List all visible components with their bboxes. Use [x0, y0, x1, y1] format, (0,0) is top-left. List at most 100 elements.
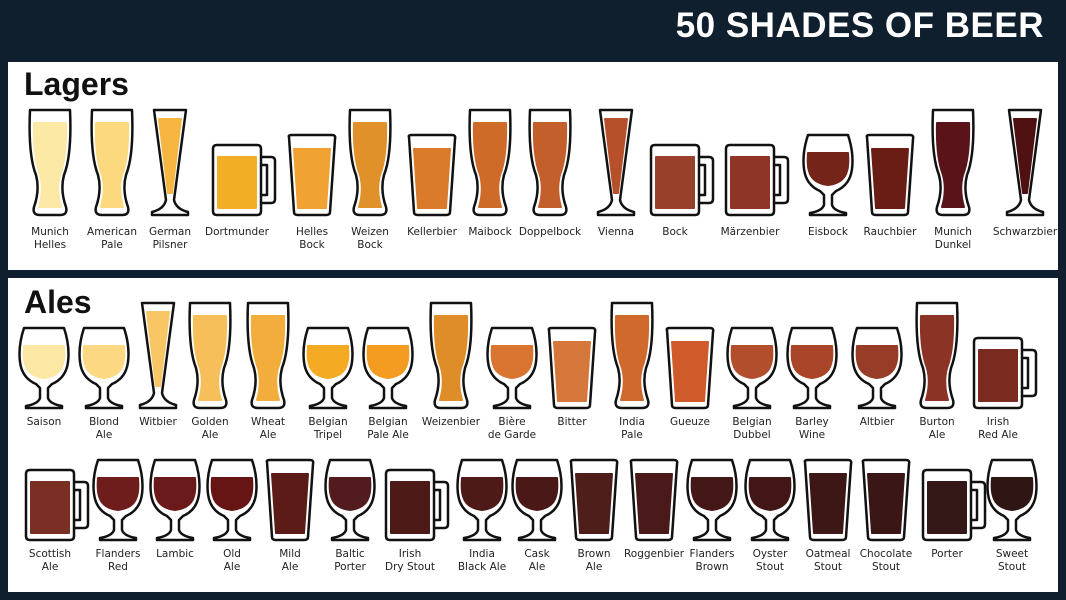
beer-style-label: Scottish Ale [28, 548, 72, 573]
beer-liquid [748, 477, 792, 511]
beer-glass-mug [972, 336, 1038, 410]
beer-liquid [22, 345, 66, 379]
beer-liquid [871, 148, 909, 209]
beer-liquid [30, 481, 70, 534]
beer-glass-pilsner [150, 108, 190, 217]
beer-glass-shaker [665, 326, 715, 410]
beer-glass-weizen [931, 108, 975, 217]
beer-liquid [655, 156, 695, 209]
beer-glass-tulip [802, 133, 854, 217]
beer-liquid [919, 315, 955, 401]
beer-glass-shaker [861, 458, 911, 542]
beer-glass-weizen [429, 301, 473, 410]
beer-glass-shaker [629, 458, 679, 542]
beer-style-label: Weizenbier [421, 416, 481, 428]
beer-style-label: Cask Ale [524, 548, 550, 573]
beer-liquid [790, 345, 834, 379]
beer-style-label: Blond Ale [89, 416, 119, 441]
beer-liquid [433, 315, 469, 401]
beer-glass-tulip [486, 326, 538, 410]
beer-glass-weizen [468, 108, 512, 217]
beer-style-label: Flanders Brown [689, 548, 735, 573]
beer-glass-tulip [206, 458, 258, 542]
lagers-heading: Lagers [24, 66, 129, 102]
beer-liquid [460, 477, 504, 511]
beer-style-label: Bière de Garde [487, 416, 537, 441]
beer-style-label: Old Ale [223, 548, 241, 573]
beer-glass-weizen [610, 301, 654, 410]
beer-liquid [690, 477, 734, 511]
beer-glass-shaker [803, 458, 853, 542]
beer-style-label: Rauchbier [863, 226, 917, 238]
beer-style-label: Altbier [859, 416, 895, 428]
beer-liquid [293, 148, 331, 209]
beer-glass-weizen [915, 301, 959, 410]
beer-style-label: Irish Dry Stout [385, 548, 435, 573]
beer-glass-shaker [547, 326, 597, 410]
beer-liquid [809, 473, 847, 534]
beer-liquid [217, 156, 257, 209]
beer-glass-tulip [149, 458, 201, 542]
beer-style-label: Sweet Stout [995, 548, 1029, 573]
beer-style-label: Witbier [139, 416, 177, 428]
beer-liquid [1013, 118, 1037, 194]
beer-style-label: Vienna [597, 226, 635, 238]
beer-glass-pilsner [596, 108, 636, 217]
beer-glass-mug [649, 143, 715, 217]
beer-glass-mug [724, 143, 790, 217]
beer-liquid [82, 345, 126, 379]
beer-style-label: India Black Ale [457, 548, 507, 573]
beer-liquid [490, 345, 534, 379]
beer-style-label: Doppelbock [518, 226, 582, 238]
beer-style-label: Oatmeal Stout [805, 548, 851, 573]
beer-glass-tulip [511, 458, 563, 542]
beer-glass-tulip [324, 458, 376, 542]
beer-style-label: Eisbock [808, 226, 848, 238]
beer-style-label: Lambic [156, 548, 194, 560]
beer-style-label: Brown Ale [577, 548, 611, 573]
beer-style-label: Schwarzbier [992, 226, 1058, 238]
beer-glass-weizen [28, 108, 72, 217]
beer-liquid [730, 345, 774, 379]
beer-style-label: Saison [26, 416, 62, 428]
beer-style-label: Mild Ale [279, 548, 301, 573]
infographic-title: 50 SHADES OF BEER [675, 6, 1044, 45]
beer-glass-shaker [865, 133, 915, 217]
beer-liquid [413, 148, 451, 209]
beer-style-label: India Pale [619, 416, 645, 441]
beer-glass-shaker [265, 458, 315, 542]
beer-glass-weizen [188, 301, 232, 410]
beer-style-label: Maibock [468, 226, 512, 238]
beer-liquid [867, 473, 905, 534]
beer-liquid [532, 122, 568, 208]
beer-glass-tulip [92, 458, 144, 542]
beer-style-label: Bock [662, 226, 688, 238]
beer-glass-tulip [744, 458, 796, 542]
beer-style-label: Kellerbier [407, 226, 457, 238]
beer-glass-shaker [407, 133, 457, 217]
beer-liquid [192, 315, 228, 401]
beer-style-label: Märzenbier [720, 226, 780, 238]
beer-liquid [604, 118, 628, 194]
beer-glass-mug [921, 468, 987, 542]
beer-style-label: American Pale [87, 226, 137, 251]
beer-liquid [271, 473, 309, 534]
beer-liquid [306, 345, 350, 379]
beer-style-label: Golden Ale [191, 416, 229, 441]
beer-style-label: Flanders Red [95, 548, 141, 573]
beer-style-label: German Pilsner [148, 226, 192, 251]
beer-glass-tulip [78, 326, 130, 410]
beer-glass-weizen [348, 108, 392, 217]
beer-style-label: Burton Ale [919, 416, 955, 441]
beer-liquid [153, 477, 197, 511]
beer-style-label: Munich Helles [31, 226, 69, 251]
beer-glass-tulip [302, 326, 354, 410]
beer-glass-pilsner [1005, 108, 1045, 217]
beer-style-label: Belgian Pale Ale [367, 416, 409, 441]
beer-style-label: Belgian Dubbel [732, 416, 772, 441]
beer-style-label: Belgian Tripel [308, 416, 348, 441]
beer-style-label: Bitter [557, 416, 587, 428]
beer-glass-pilsner [138, 301, 178, 410]
beer-glass-shaker [287, 133, 337, 217]
